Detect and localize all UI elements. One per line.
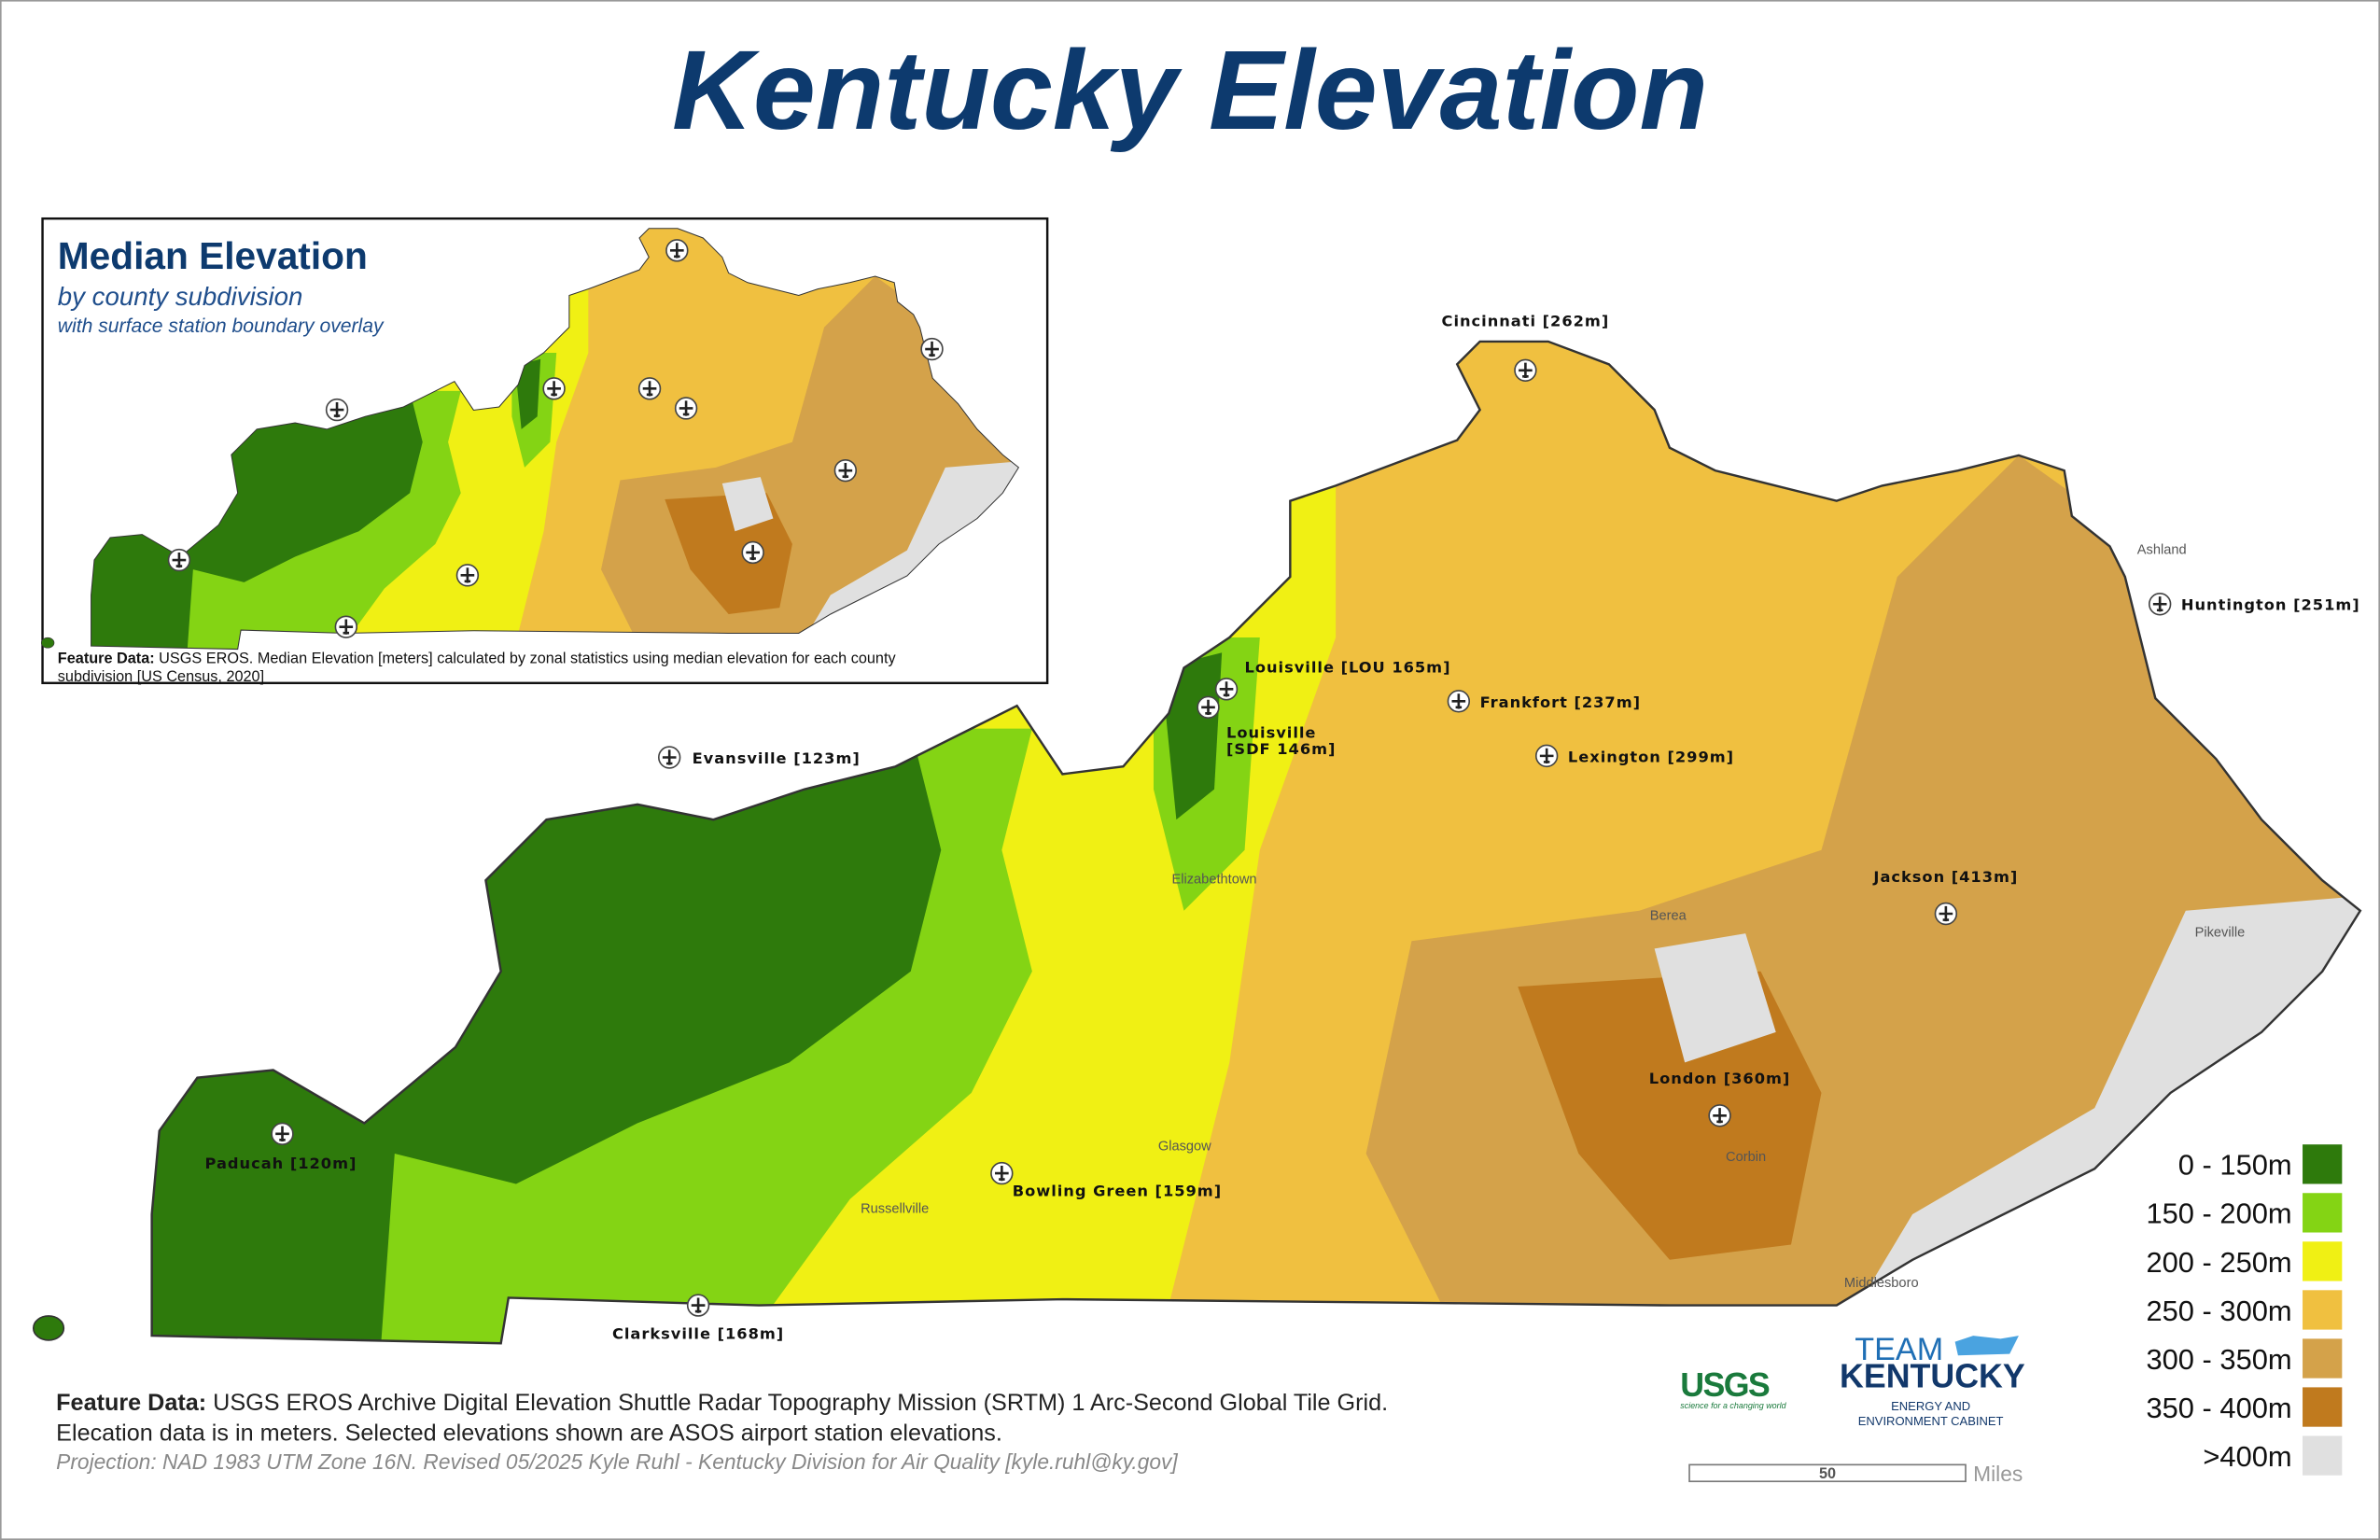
airplane	[670, 243, 684, 259]
footer-line3: Projection: NAD 1983 UTM Zone 16N. Revis…	[56, 1449, 1178, 1474]
town-label: Pikeville	[2195, 925, 2246, 940]
airplane	[1713, 1108, 1727, 1124]
scale-bar: 50 Miles	[1688, 1462, 2023, 1486]
inset-note-2: subdivision [US Census, 2020]	[58, 668, 264, 685]
airplane	[547, 381, 561, 397]
footer-text: USGS EROS Archive Digital Elevation Shut…	[213, 1390, 1388, 1416]
airplane	[329, 401, 344, 418]
title: Kentucky Elevation	[672, 27, 1708, 153]
town-label: Berea	[1650, 909, 1687, 924]
legend-label: 0 - 150m	[2178, 1149, 2292, 1182]
station-label: Frankfort [237m]	[1480, 693, 1641, 711]
legend-label: 300 - 350m	[2146, 1343, 2291, 1376]
legend-swatch	[2303, 1241, 2343, 1281]
town-label: Russellville	[861, 1201, 929, 1216]
scale-value: 50	[1819, 1465, 1836, 1482]
airplane	[1201, 699, 1215, 715]
legend-swatch	[2303, 1435, 2343, 1476]
town-label: Corbin	[1726, 1150, 1766, 1165]
cabinet-line2: ENVIRONMENT CABINET	[1858, 1414, 2004, 1428]
legend-swatch	[2303, 1338, 2343, 1379]
inset: Median Elevation by county subdivision w…	[27, 181, 1049, 691]
town-label: Ashland	[2137, 543, 2187, 558]
station-label: Lexington [299m]	[1568, 748, 1734, 765]
legend-swatch	[2303, 1290, 2343, 1330]
inset-note-text: USGS EROS. Median Elevation [meters] cal…	[159, 651, 896, 667]
airplane	[172, 552, 187, 568]
inset-note: Feature Data: USGS EROS. Median Elevatio…	[58, 651, 897, 667]
station-label: London [360m]	[1649, 1070, 1791, 1087]
kentucky-text: KENTUCKY	[1840, 1357, 2025, 1394]
station-label: Huntington [251m]	[2181, 596, 2360, 614]
legend-label: 200 - 250m	[2146, 1246, 2291, 1279]
airplane	[925, 341, 939, 357]
airplane	[642, 381, 657, 397]
inset-title: Median Elevation	[58, 234, 368, 277]
station-label: Cincinnati [262m]	[1442, 313, 1610, 330]
airplane	[1219, 681, 1234, 697]
airplane	[995, 1165, 1009, 1182]
legend-label: 250 - 300m	[2146, 1295, 2291, 1327]
footer: Feature Data: USGS EROS Archive Digital …	[56, 1390, 1388, 1474]
legend-swatch	[2303, 1193, 2343, 1233]
footer-line1: Feature Data: USGS EROS Archive Digital …	[56, 1390, 1388, 1416]
airplane	[460, 567, 475, 583]
airplane	[1539, 748, 1554, 764]
airplane	[838, 463, 853, 479]
station-label: Clarksville [168m]	[612, 1324, 784, 1342]
legend: 0 - 150m 150 - 200m 200 - 250m 250 - 300m 30…	[2146, 1144, 2343, 1476]
airplane	[275, 1126, 289, 1141]
airplane	[1451, 693, 1466, 709]
scale-rect	[1688, 1463, 1967, 1483]
station-label: Louisville	[1226, 723, 1316, 741]
usgs-tagline: science for a changing world	[1680, 1401, 1786, 1410]
ky-silhouette	[1954, 1336, 2019, 1356]
station-label: Bowling Green [159m]	[1013, 1182, 1222, 1199]
town-label: Middlesboro	[1844, 1276, 1919, 1291]
cabinet-line1: ENERGY AND	[1891, 1399, 1970, 1413]
airplane	[1939, 905, 1953, 922]
airplane	[662, 749, 677, 765]
inset-subtitle2: with surface station boundary overlay	[58, 315, 385, 337]
station-label: Louisville [LOU 165m]	[1245, 658, 1451, 676]
airplane	[679, 400, 693, 416]
station-label: Evansville [123m]	[693, 749, 861, 767]
stations: Cincinnati [262m] Louisville [LOU 165m] Lo…	[167, 239, 2360, 1342]
station-label: Paducah [120m]	[205, 1155, 357, 1172]
footer-label: Feature Data:	[56, 1390, 206, 1416]
usgs-logo: USGS	[1680, 1366, 1770, 1404]
airplane	[339, 619, 354, 635]
town-label: Elizabethtown	[1171, 872, 1256, 887]
inset-note-label: Feature Data:	[58, 651, 155, 667]
inset-subtitle: by county subdivision	[58, 282, 303, 311]
scale-unit: Miles	[1973, 1462, 2023, 1486]
legend-label: 150 - 200m	[2146, 1197, 2291, 1230]
town-label: Glasgow	[1158, 1140, 1211, 1155]
legend-label: >400m	[2203, 1440, 2291, 1473]
airplane	[2152, 596, 2167, 612]
station-label: Jackson [413m]	[1872, 868, 2018, 886]
logos: USGS science for a changing world TEAM K…	[1680, 1332, 2025, 1428]
airplane	[1519, 362, 1533, 378]
legend-swatch	[2303, 1387, 2343, 1427]
towns: Ashland Elizabethtown Berea Pikeville Glasgo…	[861, 543, 2245, 1291]
station-label: [SDF 146m]	[1226, 740, 1336, 758]
footer-line2: Elecation data is in meters. Selected el…	[56, 1420, 1002, 1446]
legend-swatch	[2303, 1144, 2343, 1184]
airplane	[746, 544, 760, 561]
airplane	[691, 1297, 706, 1313]
legend-label: 350 - 400m	[2146, 1392, 2291, 1424]
team-text: TEAM	[1855, 1332, 1943, 1367]
